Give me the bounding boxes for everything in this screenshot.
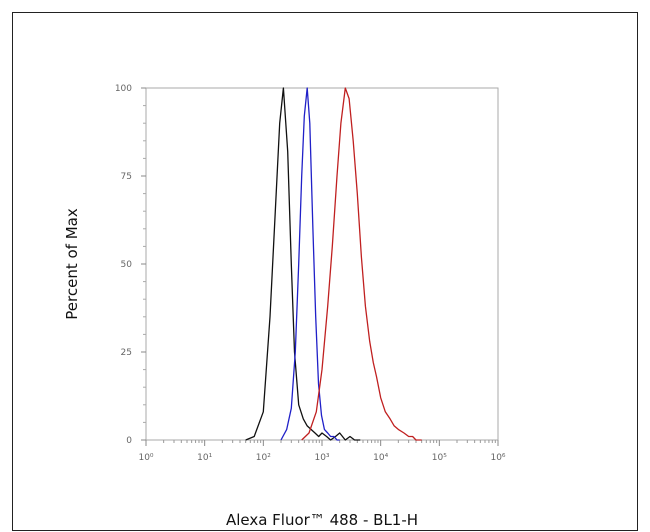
histogram-line-2 bbox=[280, 87, 340, 441]
plot-area bbox=[145, 87, 499, 441]
x-tick-label: 10⁴ bbox=[373, 453, 388, 463]
y-axis-ticks: 0 25 50 75 100 bbox=[115, 84, 146, 446]
y-tick-label: 50 bbox=[121, 260, 133, 270]
figure-frame bbox=[12, 12, 638, 531]
x-tick-label: 10¹ bbox=[197, 453, 212, 463]
x-tick-label: 10⁶ bbox=[490, 453, 505, 463]
y-tick-label: 75 bbox=[121, 172, 132, 182]
y-tick-label: 25 bbox=[121, 348, 132, 358]
histogram-series bbox=[245, 87, 422, 441]
y-tick-label: 100 bbox=[115, 84, 132, 94]
x-tick-label: 10² bbox=[256, 453, 271, 463]
x-tick-label: 10³ bbox=[314, 453, 329, 463]
y-axis-title: Percent of Max bbox=[63, 208, 81, 320]
histogram-line-3 bbox=[301, 87, 422, 441]
x-axis-title: Alexa Fluor™ 488 - BL1-H bbox=[226, 511, 418, 529]
x-axis-ticks: 10⁰ 10¹ 10² 10³ 10⁴ 10⁵ 10⁶ bbox=[138, 440, 506, 463]
x-tick-label: 10⁵ bbox=[432, 453, 447, 463]
histogram-line-1 bbox=[245, 87, 361, 441]
y-tick-label: 0 bbox=[126, 436, 132, 446]
x-tick-label: 10⁰ bbox=[138, 453, 153, 463]
